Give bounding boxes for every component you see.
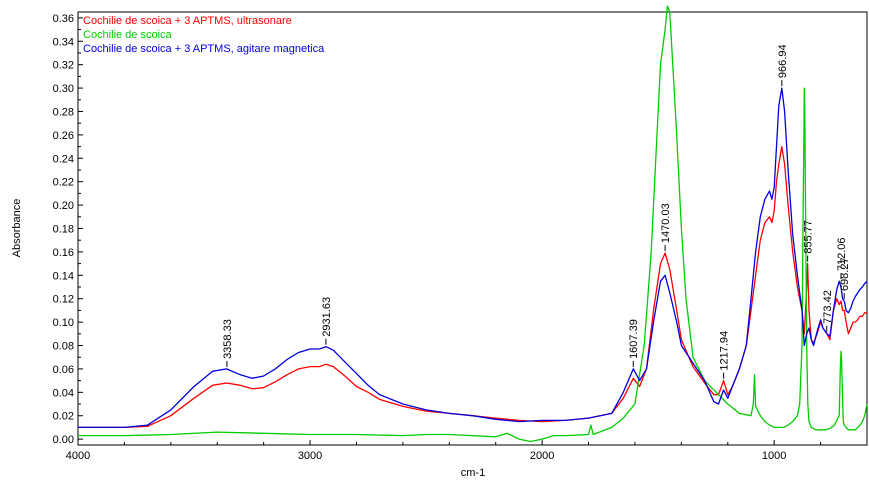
x-tick-label: 1000: [762, 450, 786, 462]
y-axis: 0.00 0.02 0.04 0.06 0.08 0.10 0.12 0.14 0.16 0.18…: [53, 13, 83, 446]
plot-frame: [77, 11, 868, 446]
y-tick-label: 0.04: [53, 387, 74, 399]
y-tick-label: 0.02: [53, 411, 74, 423]
legend: Cochilie de scoica + 3 APTMS, ultrasonar…: [83, 15, 325, 55]
y-tick-label: 0.14: [53, 270, 74, 282]
y-tick-label: 0.32: [53, 60, 74, 72]
peak-label: 3358.33: [222, 319, 234, 359]
peak-label: 1607.39: [628, 319, 640, 359]
y-tick-label: 0.06: [53, 364, 74, 376]
peak-label: 2931.63: [321, 297, 333, 337]
series-layer: [78, 5, 868, 443]
y-tick-label: 0.28: [53, 106, 74, 118]
x-tick-label: 4000: [66, 450, 90, 462]
y-tick-label: 0.22: [53, 177, 74, 189]
y-tick-label: 0.16: [53, 247, 74, 259]
y-tick-label: 0.26: [53, 130, 74, 142]
x-axis: 4000 3000 2000 1000: [66, 440, 822, 462]
y-tick-label: 0.24: [53, 153, 74, 165]
legend-entry-3: Cochilie de scoica + 3 APTMS, agitare ma…: [83, 43, 325, 55]
peak-label: 698.27: [839, 257, 851, 291]
y-tick-label: 0.10: [53, 317, 74, 329]
peak-label: 773.42: [822, 290, 834, 324]
y-tick-label: 0.00: [53, 434, 74, 446]
series-line-3: [78, 87, 868, 429]
peak-label: 966.94: [777, 44, 789, 78]
y-tick-label: 0.30: [53, 83, 74, 95]
peak-label: 712.06: [836, 238, 848, 272]
peak-labels: 3358.33 2931.63 1607.39 1470.03 1217.94 966.9…: [222, 44, 851, 379]
peak-label: 1470.03: [660, 203, 672, 243]
y-tick-label: 0.12: [53, 294, 74, 306]
x-tick-label: 3000: [298, 450, 322, 462]
y-axis-title: Absorbance: [11, 199, 23, 258]
y-tick-label: 0.36: [53, 13, 74, 25]
y-tick-label: 0.18: [53, 224, 74, 236]
peak-label: 1217.94: [719, 331, 731, 371]
series-line-2: [78, 5, 868, 443]
legend-entry-2: Cochilie de scoica: [83, 29, 173, 41]
y-tick-label: 0.20: [53, 200, 74, 212]
x-tick-label: 2000: [530, 450, 554, 462]
peak-label: 855.77: [803, 220, 815, 254]
y-tick-label: 0.08: [53, 341, 74, 353]
y-tick-label: 0.34: [53, 36, 74, 48]
x-axis-title: cm-1: [461, 467, 485, 479]
legend-entry-1: Cochilie de scoica + 3 APTMS, ultrasonar…: [83, 15, 292, 27]
